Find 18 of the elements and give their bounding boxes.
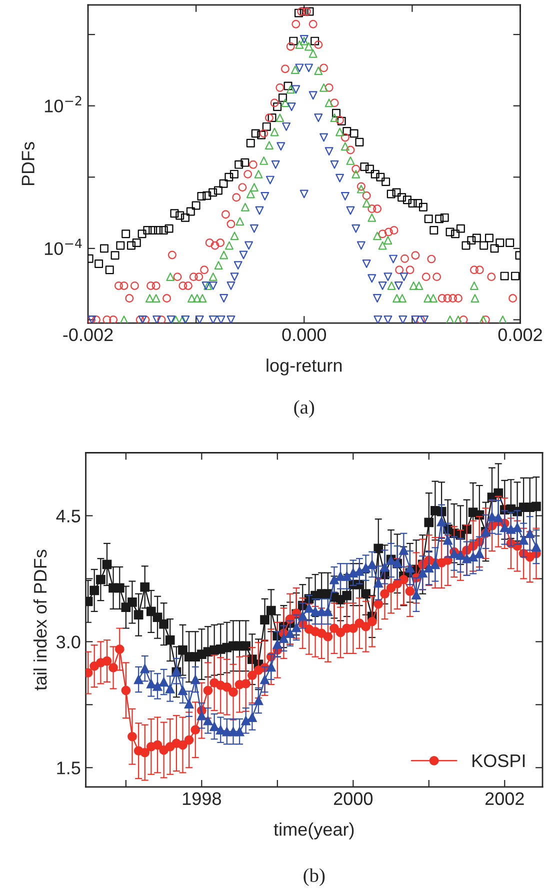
y-tick-label: 10$^{−4}$ — [44, 238, 82, 256]
y-tick-label: 4.5 — [56, 510, 80, 522]
y-axis-title: tail index of PDFs — [33, 550, 47, 690]
x-axis-title: time(year) — [274, 822, 354, 840]
x-tick-label: 1998 — [182, 792, 221, 806]
x-tick-label: 2002 — [485, 792, 524, 806]
y-axis-title: PDFs — [22, 142, 34, 186]
y-tick-label: 10$^{−2}$ — [44, 96, 82, 112]
x-tick-label: -0.002 — [63, 328, 113, 342]
x-tick-label: 0.002 — [498, 328, 542, 342]
x-tick-label: 0.000 — [282, 328, 326, 342]
y-tick-label: 1.5 — [57, 762, 80, 774]
y-tick-label: 3.0 — [56, 636, 80, 648]
x-tick-label: 2000 — [334, 792, 373, 806]
legend-label: KOSPI — [472, 754, 525, 768]
x-axis-title: log-return — [266, 358, 342, 376]
text: (a) — [294, 400, 314, 418]
text: (b) — [304, 868, 325, 886]
